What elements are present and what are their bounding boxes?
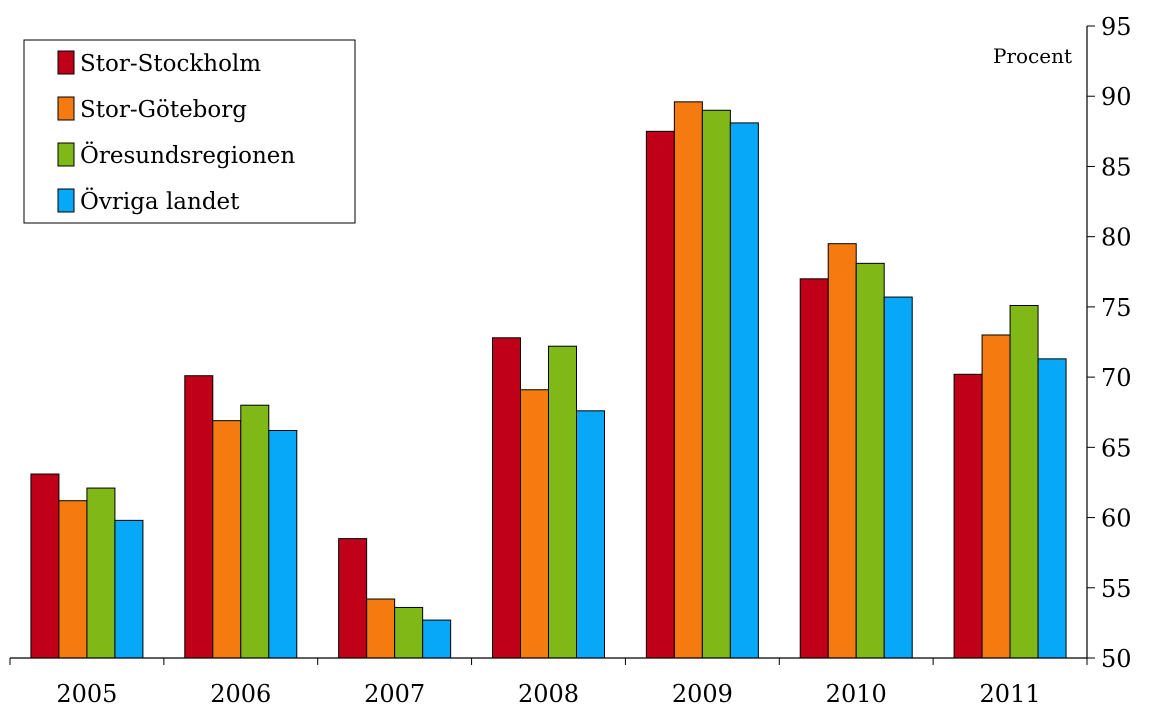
y-tick-label-80: 80 xyxy=(1101,224,1132,252)
bar-2005-series-2 xyxy=(58,500,88,659)
bar-2006-series-2 xyxy=(212,420,242,659)
y-tick-label-70: 70 xyxy=(1101,364,1132,392)
legend-swatch-4 xyxy=(57,188,75,213)
bar-2007-series-3 xyxy=(394,606,424,659)
x-tick-label-2009: 2009 xyxy=(672,680,733,708)
y-tick-label-85: 85 xyxy=(1101,153,1132,181)
bar-2011-series-4 xyxy=(1037,358,1067,659)
y-tick-label-95: 95 xyxy=(1101,13,1132,41)
bars-group xyxy=(30,101,1067,659)
bar-2008-series-1 xyxy=(492,337,521,659)
bar-2009-series-4 xyxy=(729,122,759,659)
bar-2009-series-1 xyxy=(645,130,675,659)
axes-group: 2005 2006 2007 2008 2009 2010 2011 50 55 60 65 70 75… xyxy=(9,13,1132,708)
legend-swatch-1 xyxy=(57,50,75,75)
x-tick-label-2011: 2011 xyxy=(980,680,1041,708)
y-tick-label-75: 75 xyxy=(1101,294,1132,322)
x-tick-label-2008: 2008 xyxy=(518,680,579,708)
bar-2007-series-4 xyxy=(422,619,452,659)
y-tick-label-60: 60 xyxy=(1101,505,1132,533)
bar-2006-series-3 xyxy=(240,404,270,659)
legend: Stor-Stockholm Stor-Göteborg Öresundsregio… xyxy=(23,39,356,224)
bar-2010-series-2 xyxy=(827,243,857,659)
legend-label-2: Stor-Göteborg xyxy=(80,97,247,123)
bar-2005-series-1 xyxy=(30,473,60,659)
legend-label-3: Öresundsregionen xyxy=(80,142,295,169)
x-tick-label-2006: 2006 xyxy=(210,680,271,708)
bar-2008-series-4 xyxy=(576,410,605,659)
legend-label-4: Övriga landet xyxy=(80,188,240,215)
legend-swatch-3 xyxy=(57,142,75,167)
y-tick-label-55: 55 xyxy=(1101,575,1132,603)
bar-2011-series-3 xyxy=(1009,304,1039,659)
bar-2005-series-4 xyxy=(114,519,144,659)
x-tick-label-2005: 2005 xyxy=(56,680,117,708)
y-tick-label-65: 65 xyxy=(1101,434,1132,462)
bar-2007-series-2 xyxy=(366,598,396,659)
bar-2009-series-3 xyxy=(701,109,731,659)
bar-2008-series-3 xyxy=(548,345,577,659)
y-tick-label-90: 90 xyxy=(1101,83,1132,111)
x-tick-label-2007: 2007 xyxy=(364,680,425,708)
legend-swatch-2 xyxy=(57,96,75,121)
legend-box xyxy=(23,39,356,224)
bar-2009-series-2 xyxy=(673,101,703,659)
unit-label: Procent xyxy=(993,44,1072,68)
bar-2006-series-1 xyxy=(184,375,214,659)
bar-2006-series-4 xyxy=(268,429,298,659)
bar-2010-series-1 xyxy=(799,278,829,659)
bar-2010-series-4 xyxy=(883,296,913,659)
y-tick-label-50: 50 xyxy=(1101,645,1132,673)
bar-2011-series-1 xyxy=(953,373,983,659)
bar-2011-series-2 xyxy=(981,334,1011,659)
bar-2008-series-2 xyxy=(520,389,549,659)
bar-2007-series-1 xyxy=(338,538,368,659)
bar-2005-series-3 xyxy=(86,487,116,659)
bar-2010-series-3 xyxy=(855,262,885,659)
legend-label-1: Stor-Stockholm xyxy=(80,51,261,77)
x-tick-label-2010: 2010 xyxy=(826,680,887,708)
